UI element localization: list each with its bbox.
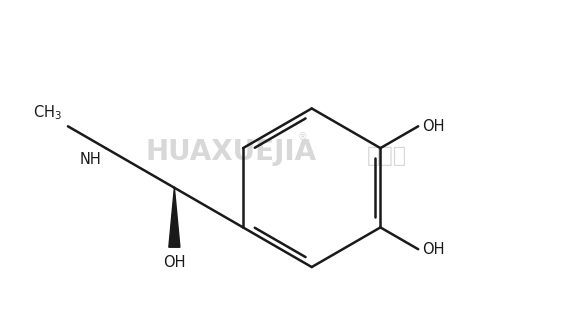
Polygon shape bbox=[169, 188, 180, 247]
Text: ®: ® bbox=[297, 132, 307, 142]
Text: CH$_3$: CH$_3$ bbox=[33, 104, 61, 122]
Text: HUAXUEJIA: HUAXUEJIA bbox=[145, 138, 316, 166]
Text: OH: OH bbox=[422, 119, 444, 134]
Text: OH: OH bbox=[422, 242, 444, 257]
Text: OH: OH bbox=[163, 255, 186, 270]
Text: 化学加: 化学加 bbox=[367, 146, 407, 166]
Text: NH: NH bbox=[80, 152, 102, 167]
